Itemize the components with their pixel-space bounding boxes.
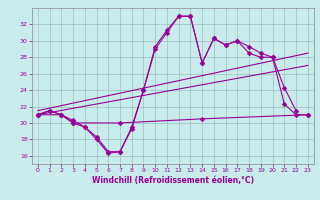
X-axis label: Windchill (Refroidissement éolien,°C): Windchill (Refroidissement éolien,°C) [92, 176, 254, 185]
